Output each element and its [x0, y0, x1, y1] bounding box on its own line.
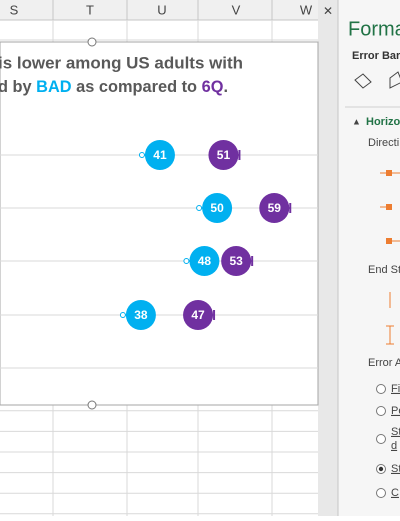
pane-subtitle: Error Bar [352, 50, 400, 62]
radio[interactable] [376, 406, 386, 416]
column-header: U [157, 2, 166, 17]
title-part: BAD [36, 77, 71, 96]
dot[interactable] [189, 246, 220, 276]
fill-icon[interactable] [354, 73, 372, 89]
pane-label: Directi [368, 137, 399, 149]
column-header: T [86, 2, 94, 17]
radio-dot [378, 466, 384, 472]
data-label: 53 [229, 254, 243, 268]
scrollbar [318, 0, 338, 516]
radio-label: Pe [391, 405, 400, 417]
effects-icon[interactable] [389, 71, 400, 89]
data-label: 51 [217, 148, 231, 162]
radio-label: St [391, 463, 400, 475]
dot[interactable] [208, 140, 239, 170]
data-label: 41 [153, 148, 167, 162]
column-header: W [300, 2, 313, 17]
close-icon[interactable]: ✕ [323, 4, 333, 18]
section-title: Horizo [366, 116, 400, 128]
title-part: as compared to [72, 77, 202, 96]
radio[interactable] [376, 434, 386, 444]
chart-title-line: is lower among US adults with [0, 53, 243, 72]
icon[interactable] [386, 238, 392, 244]
resize-handle[interactable] [87, 400, 97, 410]
radio[interactable] [376, 488, 386, 498]
dot[interactable] [202, 193, 233, 223]
radio-label: Fi [391, 383, 400, 395]
dot[interactable] [125, 300, 156, 330]
dot[interactable] [183, 300, 214, 330]
radio-label: St [391, 426, 400, 438]
title-part: d by [0, 77, 36, 96]
pane-label: Error A [368, 357, 400, 369]
radio[interactable] [376, 384, 386, 394]
chart-area[interactable] [0, 41, 319, 406]
error-bar-end [138, 152, 145, 158]
direction-icons [380, 170, 400, 345]
dot[interactable] [259, 193, 290, 223]
resize-handle[interactable] [87, 37, 97, 47]
column-header-bar [0, 0, 318, 20]
title-part: . [223, 77, 228, 96]
radio-label: d [391, 440, 397, 452]
plot: 41 50 48 38 51 59 53 47 [0, 140, 318, 330]
dot[interactable] [221, 246, 252, 276]
pane-title: Forma [348, 18, 400, 40]
collapse-icon[interactable]: ▲ [352, 116, 361, 126]
title-part: 6Q [202, 77, 224, 96]
error-bar-end [183, 258, 190, 264]
chart-title-line: d by BAD as compared to 6Q. [0, 77, 228, 96]
error-bar-end [119, 312, 126, 318]
column-headers: S T U V W [10, 0, 313, 20]
data-label: 50 [210, 201, 224, 215]
radio-label: C [391, 487, 399, 499]
data-label: 59 [268, 201, 282, 215]
data-label: 48 [198, 254, 212, 268]
error-bar-end [196, 205, 203, 211]
data-label: 38 [134, 308, 148, 322]
data-label: 47 [191, 308, 205, 322]
dot[interactable] [144, 140, 175, 170]
column-header: S [10, 2, 19, 17]
icon[interactable] [386, 204, 392, 210]
pane-label: End St [368, 264, 400, 276]
icon[interactable] [386, 170, 392, 176]
pane-body: Directi End St Error A Fi Pe St d St C [368, 137, 400, 499]
column-header: V [232, 2, 241, 17]
